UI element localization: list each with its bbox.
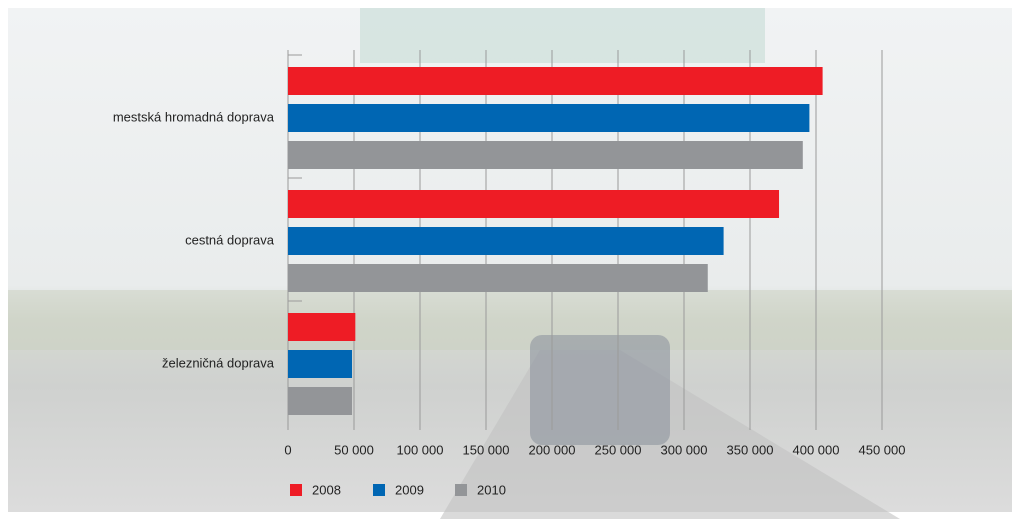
y-tick-label: mestská hromadná doprava	[113, 109, 275, 124]
bar	[288, 141, 803, 169]
x-tick-label: 200 000	[529, 442, 576, 457]
bar	[288, 227, 724, 255]
x-tick-label: 50 000	[334, 442, 374, 457]
legend-label: 2008	[312, 482, 341, 497]
legend-label: 2010	[477, 482, 506, 497]
car	[530, 335, 670, 445]
x-tick-label: 100 000	[397, 442, 444, 457]
trees	[8, 290, 1012, 350]
x-tick-label: 250 000	[595, 442, 642, 457]
y-tick-label: cestná doprava	[185, 232, 275, 247]
bar	[288, 350, 353, 378]
x-tick-label: 0	[284, 442, 291, 457]
x-tick-label: 400 000	[793, 442, 840, 457]
bar	[288, 387, 353, 415]
road-sign	[360, 8, 765, 63]
bar	[288, 264, 708, 292]
x-tick-label: 300 000	[661, 442, 708, 457]
legend-swatch	[455, 484, 467, 496]
x-tick-label: 450 000	[859, 442, 906, 457]
bar	[288, 313, 356, 341]
legend-label: 2009	[395, 482, 424, 497]
legend-swatch	[290, 484, 302, 496]
bar	[288, 104, 810, 132]
legend-swatch	[373, 484, 385, 496]
bar	[288, 67, 823, 95]
bar	[288, 190, 780, 218]
x-tick-label: 150 000	[463, 442, 510, 457]
y-tick-label: železničná doprava	[162, 355, 275, 370]
x-tick-label: 350 000	[727, 442, 774, 457]
